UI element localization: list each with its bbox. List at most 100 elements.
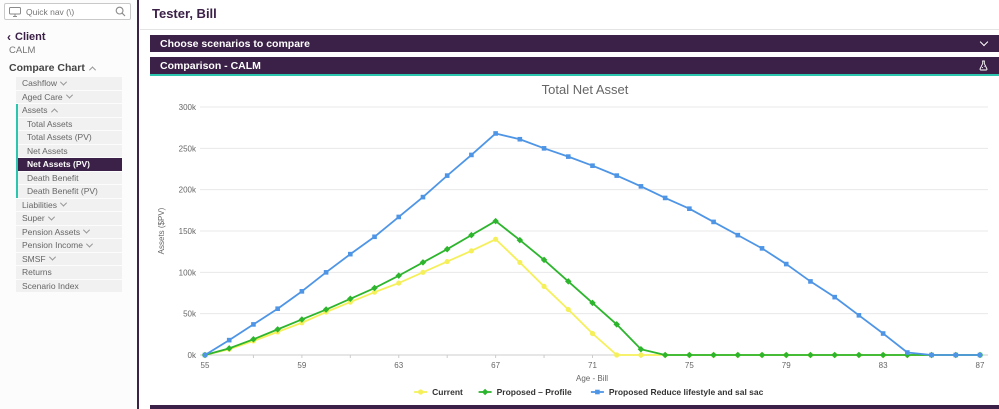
sidebar-item-assets[interactable]: Assets xyxy=(18,104,122,117)
sidebar-item-pension-income[interactable]: Pension Income xyxy=(16,239,122,252)
sidebar-item-label: Net Assets xyxy=(27,145,68,156)
data-point-marker xyxy=(565,306,571,313)
data-point-marker xyxy=(323,270,329,275)
comparison-panel-bar[interactable]: Comparison - CALM xyxy=(150,57,999,76)
compare-chart-menu: Cashflow Aged Care Assets Total Assets Tota… xyxy=(16,77,122,292)
y-tick-label: 250k xyxy=(179,144,197,153)
sidebar-item-label: Liabilities xyxy=(22,199,57,210)
data-point-marker xyxy=(492,217,499,225)
legend-item-proposed-reduce-lifestyle-and-sal-sac[interactable]: Proposed Reduce lifestyle and sal sac xyxy=(590,387,764,397)
data-point-marker xyxy=(879,351,887,359)
sidebar-item-label: Scenario Index xyxy=(22,280,79,291)
section-title: Compare Chart xyxy=(9,62,85,74)
data-point-marker xyxy=(880,331,886,336)
choose-scenarios-label: Choose scenarios to compare xyxy=(160,37,310,50)
client-back-link[interactable]: ‹ Client xyxy=(7,31,46,43)
sidebar-item-label: Cashflow xyxy=(22,78,57,89)
legend-marker xyxy=(418,389,424,395)
data-point-marker xyxy=(614,352,620,358)
sidebar-item-pension-assets[interactable]: Pension Assets xyxy=(16,225,122,238)
quick-nav-box[interactable] xyxy=(4,3,131,20)
comparison-panel-label: Comparison - CALM xyxy=(160,59,261,72)
chevron-down-icon xyxy=(65,91,73,99)
comparison-chart[interactable]: Total Net Asset 0k 50k 100k 150k 200k 250k 300k… xyxy=(150,78,999,402)
data-point-marker xyxy=(468,248,475,254)
menu-bottom-group: Liabilities Super Pension Assets Pension In… xyxy=(16,198,122,292)
data-point-marker xyxy=(687,206,692,211)
sidebar-item-smsf[interactable]: SMSF xyxy=(16,252,122,265)
data-point-marker xyxy=(855,351,863,359)
sidebar-item-aged-care[interactable]: Aged Care xyxy=(16,90,122,103)
next-section-bar[interactable] xyxy=(150,405,999,409)
data-point-marker xyxy=(711,219,716,225)
series-line-current xyxy=(204,238,980,356)
x-tick-label: 55 xyxy=(201,361,210,370)
sidebar-item-total-assets[interactable]: Total Assets xyxy=(18,117,122,130)
sidebar: ‹ Client CALM Compare Chart Cashflow Aged… xyxy=(0,0,137,409)
y-axis-title: Assets ($PV) xyxy=(157,207,166,254)
sidebar-item-death-benefit-pv[interactable]: Death Benefit (PV) xyxy=(18,185,122,198)
data-point-marker xyxy=(299,320,305,326)
sidebar-item-label: Pension Assets xyxy=(22,226,81,237)
legend-item-current[interactable]: Current xyxy=(414,387,463,397)
data-point-marker xyxy=(444,173,450,178)
data-point-marker xyxy=(493,236,499,242)
x-tick-label: 75 xyxy=(685,361,694,370)
quick-nav-input[interactable] xyxy=(24,5,112,18)
data-point-marker xyxy=(420,194,426,200)
data-point-marker xyxy=(565,154,571,159)
chevron-up-icon xyxy=(88,65,96,73)
sidebar-item-scenario-index[interactable]: Scenario Index xyxy=(16,279,122,292)
choose-scenarios-bar[interactable]: Choose scenarios to compare xyxy=(150,35,999,52)
data-point-marker xyxy=(661,351,669,359)
sidebar-item-net-assets[interactable]: Net Assets xyxy=(18,144,122,157)
x-tick-label: 83 xyxy=(879,361,888,370)
chevron-down-icon xyxy=(59,199,68,207)
data-point-marker xyxy=(371,284,378,292)
y-tick-label: 50k xyxy=(183,310,197,319)
data-point-marker xyxy=(977,352,983,358)
legend-item-proposed-profile[interactable]: Proposed – Profile xyxy=(478,387,572,397)
data-point-marker xyxy=(348,251,353,257)
sidebar-item-label: Pension Income xyxy=(22,240,83,251)
data-point-marker xyxy=(517,136,523,142)
data-point-marker xyxy=(516,236,524,244)
sidebar-item-death-benefit[interactable]: Death Benefit xyxy=(18,171,122,184)
sidebar-item-net-assets-pv[interactable]: Net Assets (PV) xyxy=(18,158,122,171)
data-point-marker xyxy=(299,289,305,294)
data-point-marker xyxy=(347,295,354,303)
y-tick-label: 100k xyxy=(179,268,197,277)
data-point-marker xyxy=(274,326,281,333)
data-point-marker xyxy=(443,245,451,253)
chart-title: Total Net Asset xyxy=(542,82,629,97)
sidebar-item-cashflow[interactable]: Cashflow xyxy=(16,77,122,90)
chevron-up-icon xyxy=(50,108,58,116)
sidebar-item-super[interactable]: Super xyxy=(16,212,122,225)
chevron-down-icon xyxy=(48,253,56,261)
sidebar-divider xyxy=(137,0,139,409)
data-point-marker xyxy=(614,173,620,178)
data-point-marker xyxy=(444,258,450,265)
client-name: CALM xyxy=(9,45,36,56)
sidebar-item-returns[interactable]: Returns xyxy=(16,266,122,279)
chevron-down-icon xyxy=(979,37,989,47)
search-icon xyxy=(115,6,126,17)
sidebar-item-label: Assets xyxy=(22,105,48,116)
data-point-marker xyxy=(541,283,547,289)
sidebar-item-label: Total Assets xyxy=(27,118,73,129)
sidebar-item-label: Aged Care xyxy=(22,91,63,102)
sidebar-item-liabilities[interactable]: Liabilities xyxy=(16,198,122,211)
flask-icon[interactable] xyxy=(978,60,989,71)
data-point-marker xyxy=(468,231,475,239)
data-point-marker xyxy=(250,336,257,343)
chevron-left-icon: ‹ xyxy=(7,30,11,44)
data-point-marker xyxy=(808,279,813,284)
data-point-marker xyxy=(686,351,693,359)
compare-chart-section-header[interactable]: Compare Chart xyxy=(9,62,96,74)
data-point-marker xyxy=(613,321,620,328)
data-point-marker xyxy=(734,351,742,359)
sidebar-item-total-assets-pv[interactable]: Total Assets (PV) xyxy=(18,131,122,144)
sidebar-item-label: Death Benefit (PV) xyxy=(27,186,98,197)
data-point-marker xyxy=(420,269,426,275)
